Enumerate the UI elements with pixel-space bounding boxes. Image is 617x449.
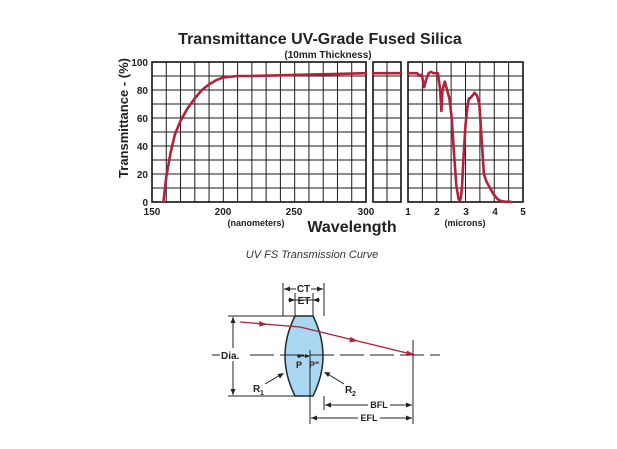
principal-offset-arrow (305, 354, 310, 358)
series-line-microns (406, 70, 513, 204)
panel-microns: 1 2 3 4 5 (405, 61, 526, 218)
r1-label: R (253, 384, 261, 395)
light-ray (239, 321, 416, 356)
x-tick-label-nanometers: 300 (358, 207, 375, 218)
x-tick-label-microns: 4 (492, 207, 498, 218)
bfl-arrow-right (406, 402, 412, 408)
panel-nanometers: 150 200 250 300 (144, 61, 375, 218)
x-tick-label-nanometers: 150 (144, 207, 161, 218)
x-tick-label-microns: 5 (520, 207, 526, 218)
x-tick-label-nanometers: 200 (215, 207, 232, 218)
panel-frame (407, 61, 524, 203)
dia-arrow-top (230, 317, 236, 323)
y-tick-label: 20 (137, 170, 149, 181)
dia-arrow-bottom (230, 389, 236, 395)
ct-label: CT (297, 284, 310, 295)
bfl-arrow-left (325, 402, 331, 408)
ray-arrow-1 (259, 321, 267, 327)
panel-frame (151, 61, 367, 203)
unit-label-nanometers: (nanometers) (227, 218, 284, 228)
panel-gap (371, 61, 403, 203)
x-axis-label: Wavelength (307, 219, 396, 236)
r1-subscript: 1 (260, 390, 264, 397)
principal-point-p2-label: P" (309, 360, 319, 370)
r2-subscript: 2 (352, 391, 356, 398)
efl-arrow-right (406, 415, 412, 421)
ct-arrow-left (284, 286, 290, 292)
dia-label: Dia. (221, 351, 240, 362)
r2-arrow (324, 372, 331, 377)
y-tick-label: 40 (137, 142, 149, 153)
et-arrow-left (289, 297, 295, 303)
figure-caption: UV FS Transmission Curve (246, 249, 378, 261)
y-axis-label: Transmittance - (%) (116, 58, 131, 178)
y-tick-label: 80 (137, 86, 149, 97)
x-tick-label-microns: 1 (405, 207, 411, 218)
y-tick-label: 0 (142, 198, 148, 209)
y-tick-label: 100 (131, 58, 148, 69)
panel-frame (372, 61, 402, 203)
principal-point-p-label: P (296, 360, 302, 370)
x-tick-label-microns: 3 (463, 207, 469, 218)
x-tick-label-nanometers: 250 (286, 207, 303, 218)
bfl-label: BFL (370, 400, 388, 410)
chart-subtitle: (10mm Thickness) (284, 50, 371, 61)
chart-title: Transmittance UV-Grade Fused Silica (178, 31, 462, 48)
efl-label: EFL (361, 413, 379, 423)
et-arrow-right (313, 297, 319, 303)
y-tick-label: 60 (137, 114, 149, 125)
r2-label: R (345, 385, 353, 396)
efl-arrow-left (311, 415, 317, 421)
ct-arrow-right (317, 286, 323, 292)
ray-arrow-2 (349, 336, 358, 343)
et-label: ET (298, 296, 311, 307)
y-tick-labels: 0 20 40 60 80 100 (131, 58, 148, 209)
series-line-nanometers (162, 71, 368, 204)
unit-label-microns: (microns) (444, 218, 485, 228)
chart-panels: 150 200 250 300 1 2 3 4 5 (144, 61, 526, 218)
r1-arrow (277, 373, 284, 379)
lens-diagram: CT ET Dia. P P" R (212, 282, 440, 424)
x-tick-label-microns: 2 (434, 207, 440, 218)
